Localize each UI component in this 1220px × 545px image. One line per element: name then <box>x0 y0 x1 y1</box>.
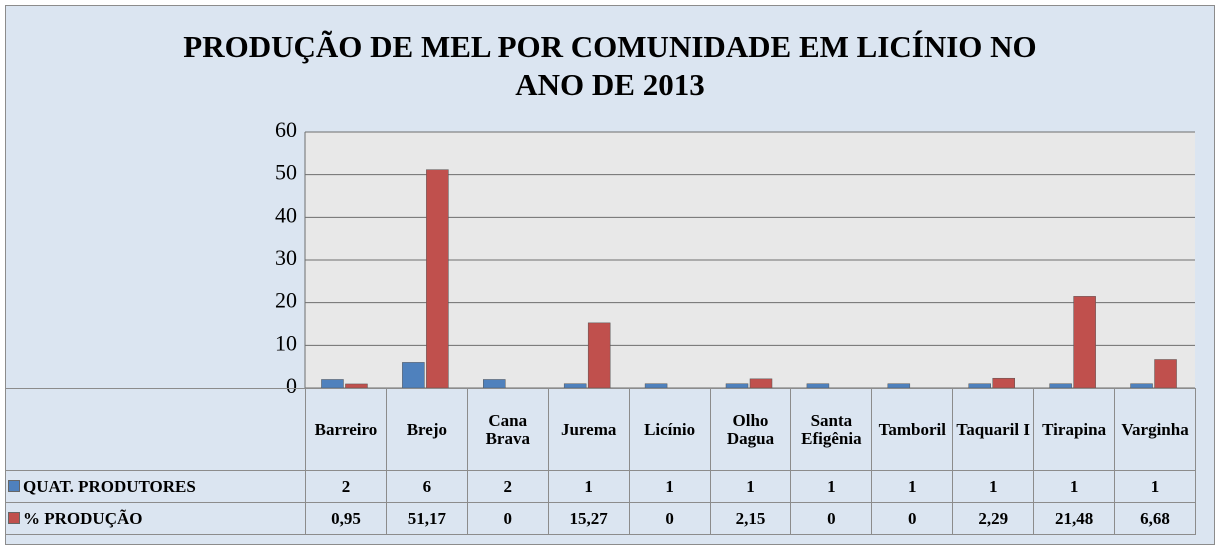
series-row: QUAT. PRODUTORES 2 6 2 1 1 1 1 1 1 1 1 <box>5 470 1196 503</box>
data-label: 6,68 <box>1114 502 1196 535</box>
bar <box>992 377 1015 389</box>
data-label: 2 <box>305 470 387 503</box>
bar <box>345 383 368 389</box>
data-label: 0 <box>466 502 549 535</box>
data-label: 21,48 <box>1033 502 1116 535</box>
y-tick-label: 10 <box>275 330 297 355</box>
data-label: 2,29 <box>952 502 1035 535</box>
x-tick-label: Jurema <box>547 388 630 471</box>
y-tick-label: 40 <box>275 202 297 227</box>
x-tick-label: Varginha <box>1114 388 1196 471</box>
data-label: 1 <box>709 470 792 503</box>
data-label: 15,27 <box>547 502 630 535</box>
data-label: 2 <box>466 470 549 503</box>
y-tick-label: 30 <box>275 245 297 270</box>
legend-swatch <box>8 479 20 492</box>
legend-label: % PRODUÇÃO <box>23 508 143 528</box>
x-tick-label: Taquaril I <box>952 388 1035 471</box>
data-label: 1 <box>1033 470 1116 503</box>
data-label: 1 <box>871 470 954 503</box>
data-label: 2,15 <box>709 502 792 535</box>
data-label: 51,17 <box>385 502 468 535</box>
bar <box>1154 359 1177 389</box>
x-tick-label: Barreiro <box>305 388 387 471</box>
y-tick-label: 60 <box>275 117 297 142</box>
legend-entry: QUAT. PRODUTORES <box>5 470 306 503</box>
data-label: 0 <box>628 502 711 535</box>
data-label: 0,95 <box>305 502 387 535</box>
bar <box>749 378 773 389</box>
y-tick-label: 0 <box>286 373 297 398</box>
blank-cell <box>5 388 306 471</box>
data-label: 1 <box>628 470 711 503</box>
x-tick-label: Licínio <box>628 388 711 471</box>
x-tick-label: Tamboril <box>871 388 954 471</box>
data-table: Barreiro Brejo Cana Brava Jurema Licínio Olho… <box>5 388 1196 535</box>
bar <box>1073 296 1096 389</box>
chart-title: PRODUÇÃO DE MEL POR COMUNIDADE EM LICÍNI… <box>183 29 1037 102</box>
bar <box>587 322 611 389</box>
y-tick-label: 20 <box>275 288 297 313</box>
data-label: 1 <box>1114 470 1196 503</box>
x-tick-label: Santa Efigênia <box>790 388 873 471</box>
data-label: 0 <box>871 502 954 535</box>
data-label: 0 <box>790 502 873 535</box>
y-tick-label: 50 <box>275 160 297 185</box>
category-row: Barreiro Brejo Cana Brava Jurema Licínio Olho… <box>5 388 1196 471</box>
x-tick-label: Cana Brava <box>466 388 549 471</box>
series-row: % PRODUÇÃO 0,95 51,17 0 15,27 0 2,15 0 0 2,29 21,4… <box>5 502 1196 535</box>
data-label: 1 <box>547 470 630 503</box>
legend-swatch <box>8 511 20 524</box>
data-label: 1 <box>790 470 873 503</box>
bar <box>483 379 506 389</box>
bar <box>402 362 425 389</box>
legend-label: QUAT. PRODUTORES <box>23 476 196 496</box>
x-tick-label: Olho Dagua <box>709 388 792 471</box>
legend-entry: % PRODUÇÃO <box>5 502 306 535</box>
x-tick-label: Tirapina <box>1033 388 1116 471</box>
bar <box>321 379 344 389</box>
data-label: 1 <box>952 470 1035 503</box>
x-tick-label: Brejo <box>385 388 468 471</box>
bar <box>426 169 449 389</box>
data-label: 6 <box>385 470 468 503</box>
